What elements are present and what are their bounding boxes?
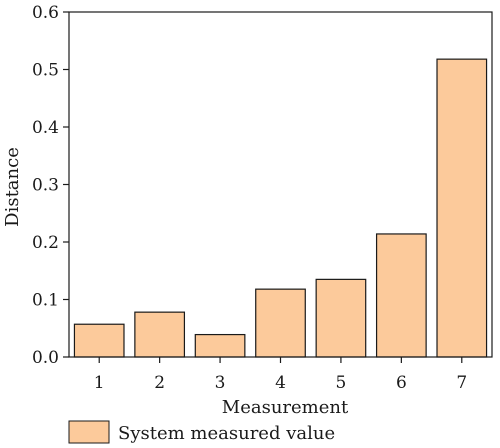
legend-swatch [68, 420, 110, 444]
x-axis: 1 2 3 4 5 6 7 [94, 357, 467, 393]
plot-frame [68, 11, 493, 358]
x-tick-label: 4 [275, 373, 286, 393]
y-axis: 0.0 0.1 0.2 0.3 0.4 0.5 0.6 [32, 3, 69, 368]
bar-6 [375, 233, 427, 358]
x-tick-label: 1 [94, 373, 105, 393]
bar-4 [255, 288, 306, 358]
legend: System measured value [68, 420, 335, 444]
legend-label: System measured value [118, 423, 335, 444]
y-tick-label: 0.3 [32, 176, 59, 196]
bar-2 [134, 311, 186, 358]
bar-1 [73, 323, 125, 358]
y-tick-label: 0.4 [32, 118, 59, 138]
x-tick-label: 2 [154, 373, 165, 393]
bars [73, 58, 488, 358]
y-tick-label: 0.6 [32, 3, 59, 23]
y-tick-label: 0.1 [32, 291, 59, 311]
x-tick-label: 7 [456, 373, 467, 393]
y-tick-label: 0.0 [32, 348, 59, 368]
bar-3 [194, 333, 246, 358]
y-axis-title: Distance [2, 147, 23, 227]
bar-5 [315, 278, 367, 358]
y-tick-label: 0.5 [32, 61, 59, 81]
bar-7 [436, 58, 488, 358]
y-tick-label: 0.2 [32, 233, 59, 253]
x-axis-title: Measurement [222, 397, 349, 418]
x-tick-label: 3 [215, 373, 226, 393]
x-tick-label: 6 [396, 373, 407, 393]
x-tick-label: 5 [336, 373, 347, 393]
